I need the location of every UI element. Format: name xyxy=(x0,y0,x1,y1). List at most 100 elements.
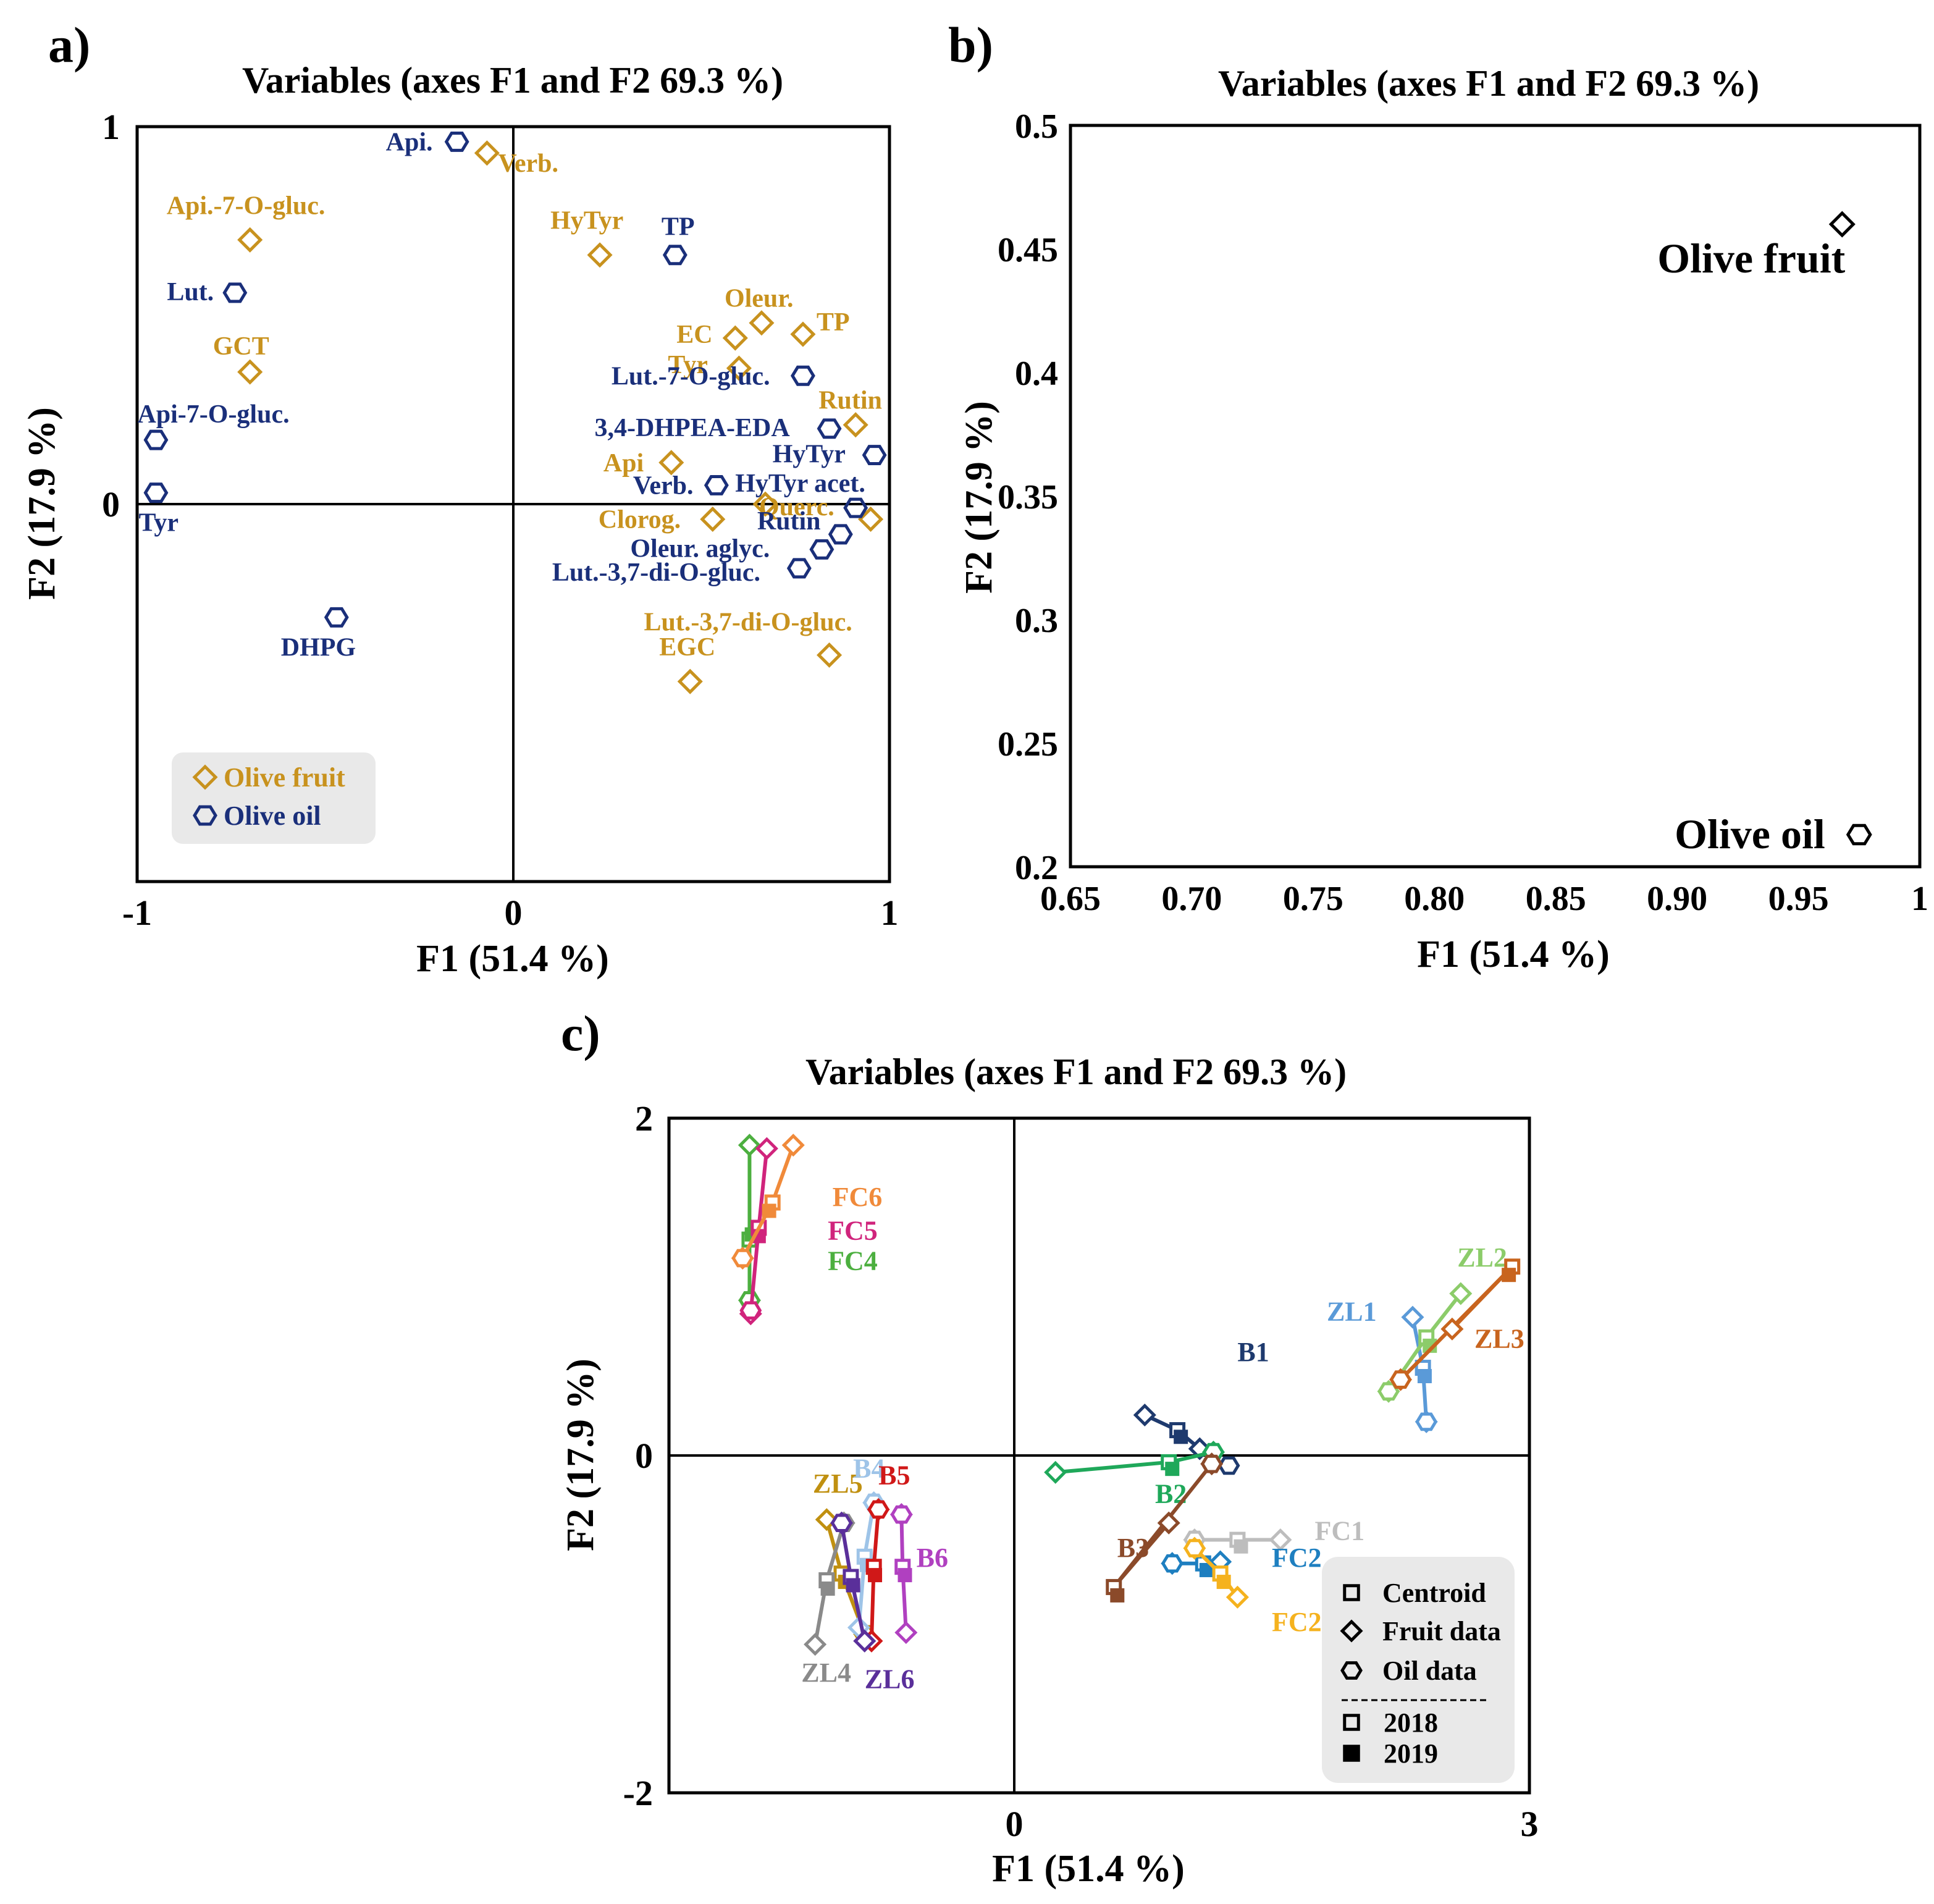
panel-c-group-b1-9: B1 xyxy=(1133,1337,1269,1475)
panel-a-tick-labels: -1 0 1 1 0 xyxy=(102,107,899,933)
panel-c-ylabel: F2 (17.9 %) xyxy=(560,1358,602,1551)
panel-c-zl5-fruit-point-0 xyxy=(815,1508,838,1531)
panel-b-xtick-0-80: 0.80 xyxy=(1404,880,1465,918)
panel-c-group-fc6-2: FC6 xyxy=(731,1134,883,1270)
panel-a-oil-point-dhpg xyxy=(324,607,349,628)
panel-b-points: Olive fruit Olive oil xyxy=(1657,211,1872,857)
panel-a-fruit-label-api: Api xyxy=(603,449,644,478)
panel-b-xtick-1: 1 xyxy=(1911,880,1928,918)
panel-c: c) Variables (axes F1 and F2 69.3 %) 0 3 2… xyxy=(560,1005,1539,1890)
panel-c-label-b6: B6 xyxy=(917,1543,948,1573)
panel-c-label-zl2: ZL2 xyxy=(1457,1242,1507,1273)
panel-a-fruit-label-verb: Verb. xyxy=(498,150,558,178)
panel-c-legend-box xyxy=(1322,1557,1515,1783)
panel-a-fruit-point-tp xyxy=(790,321,816,347)
panel-c-ytick-0: 0 xyxy=(635,1436,653,1476)
panel-a-ytick-0: 0 xyxy=(102,484,120,524)
panel-b-xtick-0-70: 0.70 xyxy=(1161,880,1222,918)
panel-a-oil-point-oleur-aglyc xyxy=(809,539,835,560)
panel-a-legend-marker-olive-fruit xyxy=(192,764,218,790)
panel-c-b5-oil-point-0 xyxy=(867,1500,890,1519)
panel-c-b6-oil-point-0 xyxy=(890,1505,913,1524)
panel-a-fruit-label-gct: GCT xyxy=(213,332,269,361)
panel-a-fruit-point-oleur xyxy=(749,310,775,336)
panel-c-group-zl3-17: ZL3 xyxy=(1389,1258,1524,1391)
panel-c-zl3-oil-point-0 xyxy=(1389,1370,1412,1389)
panel-c-label-zl4: ZL4 xyxy=(801,1658,851,1688)
panel-a-title: Variables (axes F1 and F2 69.3 %) xyxy=(242,60,783,101)
panel-a-fruit-label-tyr: Tyr xyxy=(668,351,708,379)
panel-b-ytick-0-3: 0.3 xyxy=(1015,602,1058,640)
panel-a-fruit-point-rutin xyxy=(843,412,868,438)
panel-c-label-fc5: FC5 xyxy=(828,1216,878,1246)
panel-c-label-b5: B5 xyxy=(878,1460,910,1490)
panel-c-fc5-fruit-point-0 xyxy=(755,1137,778,1160)
panel-c-ytick-2: 2 xyxy=(635,1098,653,1139)
panel-b-xtick-0-75: 0.75 xyxy=(1283,880,1343,918)
panel-c-label-fc6: FC6 xyxy=(833,1182,883,1212)
panel-b-ytick-0-4: 0.4 xyxy=(1015,355,1058,393)
panel-a-ytick-1: 1 xyxy=(102,107,120,147)
panel-c-xlabel: F1 (51.4 %) xyxy=(992,1848,1185,1890)
panel-c-fc2-oil-point-0 xyxy=(1183,1539,1206,1557)
panel-c-xtick-3: 3 xyxy=(1521,1804,1539,1844)
panel-a-oil-label-dhpg: DHPG xyxy=(281,633,356,662)
panel-c-zl1-centroid-2019 xyxy=(1417,1369,1432,1383)
panel-c-legend-marker-oil-data xyxy=(1340,1661,1363,1680)
panel-a-points: Verb. Api.-7-O-gluc. HyTyr GCT Oleur. EC TP Tyr… xyxy=(137,128,887,694)
panel-a-oil-label-verb: Verb. xyxy=(633,471,694,500)
panel-a-xlabel: F1 (51.4 %) xyxy=(416,938,609,980)
panel-c-zl5-connector xyxy=(825,1519,844,1574)
panel-a-oil-label-tyr: Tyr xyxy=(138,509,179,537)
panel-c-group-b2-10: B2 xyxy=(1044,1441,1226,1509)
panel-c-b2-connector xyxy=(1055,1460,1169,1475)
panel-c-b3-fruit-point-0 xyxy=(1157,1511,1180,1535)
panel-a-oil-label-rutin: Rutin xyxy=(757,507,821,536)
panel-a-fruit-point-clorog xyxy=(700,506,726,532)
panel-c-b1-centroid-2019 xyxy=(1174,1430,1188,1444)
panel-a-fruit-label-api-7-o-gluc: Api.-7-O-gluc. xyxy=(167,192,326,220)
panel-c-b6-centroid-2019 xyxy=(898,1568,912,1583)
panel-a: a) Variables (axes F1 and F2 69.3 %) -1 0… xyxy=(21,17,899,980)
panel-c-label-zl3: ZL3 xyxy=(1474,1323,1524,1354)
panel-a-oil-point-lut xyxy=(222,282,248,303)
panel-c-fc5-oil-point-0 xyxy=(739,1301,762,1320)
panel-c-xtick-0: 0 xyxy=(1006,1804,1024,1844)
panel-a-oil-point-hytyr-acet xyxy=(843,497,868,518)
panel-c-label-fc2: FC2 xyxy=(1272,1607,1322,1637)
panel-c-groups: FC4FC5FC6ZL5ZL4B4B5ZL6B6B1B2B3FC1FC2FC2Z… xyxy=(731,1134,1524,1695)
panel-c-label-zl1: ZL1 xyxy=(1327,1297,1377,1327)
panel-c-legend-entry-fruit-data: Fruit data xyxy=(1382,1616,1501,1646)
panel-a-oil-point-3-4-dhpea-eda xyxy=(817,418,842,439)
panel-a-oil-label-api: Api. xyxy=(386,128,433,156)
panel-b-xtick-0-65: 0.65 xyxy=(1040,880,1101,918)
panel-c-b1-oil-point-0 xyxy=(1217,1456,1240,1475)
panel-c-fc6-oil-point-0 xyxy=(731,1249,754,1268)
panel-c-b3-oil-point-0 xyxy=(1200,1454,1223,1473)
panel-c-zl3-fruit-point-0 xyxy=(1440,1317,1464,1341)
panel-c-b2-centroid-2019 xyxy=(1165,1462,1180,1476)
panel-b-label: b) xyxy=(948,17,993,73)
panel-b-point-olive-oil xyxy=(1846,824,1872,846)
panel-a-fruit-label-lut-3-7-di-o-gluc: Lut.-3,7-di-O-gluc. xyxy=(644,608,852,636)
panel-c-b6-fruit-point-1 xyxy=(894,1621,918,1645)
panel-a-fruit-label-hytyr: HyTyr xyxy=(550,207,623,235)
panel-c-legend-marker-fruit-data xyxy=(1340,1619,1363,1643)
panel-c-label-zl6: ZL6 xyxy=(865,1664,915,1695)
panel-c-legend-entry-2019: 2019 xyxy=(1384,1738,1438,1769)
panel-c-label-fc4: FC4 xyxy=(828,1246,878,1276)
panel-c-label-b1: B1 xyxy=(1237,1337,1269,1367)
panel-a-oil-label-oleur-aglyc: Oleur. aglyc. xyxy=(630,534,770,563)
panel-a-legend-marker-olive-oil xyxy=(193,805,217,826)
panel-c-fc1-fruit-point-0 xyxy=(1269,1528,1292,1552)
panel-c-group-b3-11: B3 xyxy=(1106,1452,1224,1603)
panel-b-tick-labels: 0.65 0.70 0.75 0.80 0.85 0.90 0.95 1 0.5 0.45 0.4 0… xyxy=(998,107,1928,918)
panel-a-oil-label-tp: TP xyxy=(662,213,695,242)
panel-a-xtick-1: 1 xyxy=(881,893,899,933)
panel-c-legend-marker-2018 xyxy=(1343,1714,1360,1731)
panel-a-axes xyxy=(137,127,889,882)
panel-a-fruit-label-querc: Querc. xyxy=(759,493,835,521)
panel-c-zl1-fruit-point-0 xyxy=(1401,1305,1424,1329)
panel-b-ytick-0-45: 0.45 xyxy=(998,231,1058,269)
